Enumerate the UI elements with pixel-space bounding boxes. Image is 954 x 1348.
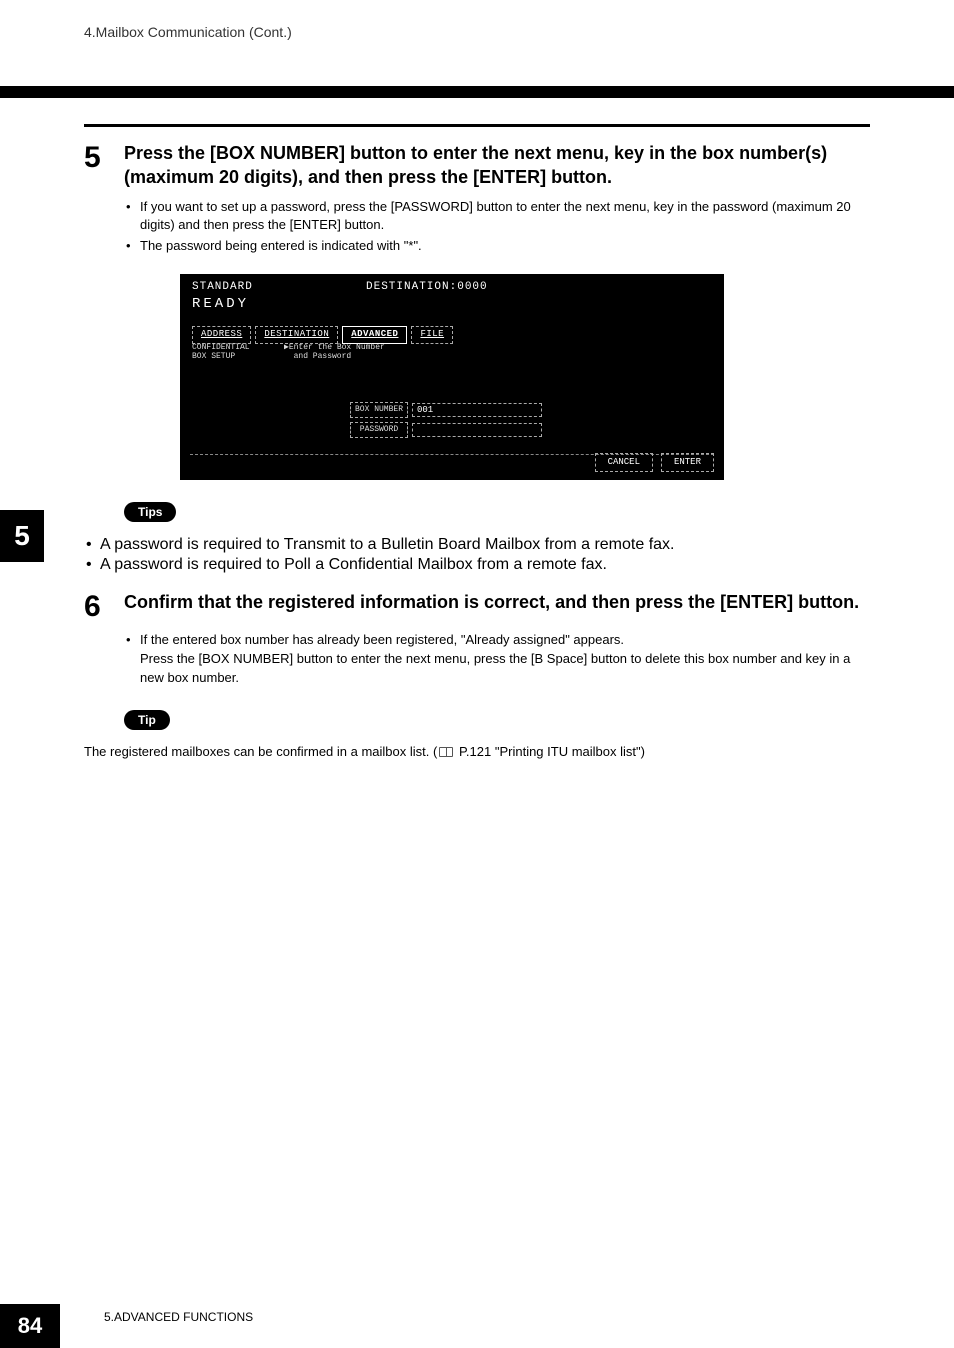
tip-pill: Tip: [124, 710, 170, 730]
footer-section: 5.ADVANCED FUNCTIONS: [104, 1310, 253, 1324]
password-button[interactable]: PASSWORD: [350, 422, 408, 438]
tip-text-before: The registered mailboxes can be confirme…: [84, 744, 437, 759]
tab-file[interactable]: FILE: [411, 326, 453, 344]
tip-block: Tip The registered mailboxes can be conf…: [124, 706, 870, 759]
page-number: 84: [0, 1304, 60, 1348]
bullet-item: If the entered box number has already be…: [124, 631, 870, 688]
tab-destination[interactable]: DESTINATION: [255, 326, 338, 344]
box-number-row: BOX NUMBER 001: [350, 402, 542, 418]
lcd-screen: STANDARD DESTINATION:0000 READY ADDRESS …: [180, 274, 724, 480]
header-divider: [0, 86, 954, 98]
step-number: 5: [84, 141, 124, 190]
tip-text: The registered mailboxes can be confirme…: [84, 744, 870, 759]
tab-address[interactable]: ADDRESS: [192, 326, 251, 344]
chapter-tab: 5: [0, 510, 44, 562]
tip-text-after: P.121 "Printing ITU mailbox list"): [455, 744, 645, 759]
cancel-button[interactable]: CANCEL: [595, 453, 653, 472]
screen-context: CONFIDENTIAL BOX SETUP: [192, 344, 250, 362]
bullet-item: A password is required to Transmit to a …: [84, 536, 870, 554]
step-6-bullets: If the entered box number has already be…: [124, 631, 870, 688]
page-content: 5 Press the [BOX NUMBER] button to enter…: [0, 98, 954, 759]
lcd-screenshot: STANDARD DESTINATION:0000 READY ADDRESS …: [180, 274, 724, 480]
screen-status: READY: [192, 294, 249, 314]
header-breadcrumb: 4.Mailbox Communication (Cont.): [0, 0, 954, 86]
screen-button-row: CANCEL ENTER: [595, 453, 714, 472]
section-rule: [84, 124, 870, 127]
step-6-body: If the entered box number has already be…: [124, 631, 870, 688]
step-title: Press the [BOX NUMBER] button to enter t…: [124, 141, 870, 190]
step-number: 6: [84, 590, 124, 623]
bullet-item: If you want to set up a password, press …: [124, 198, 870, 236]
password-row: PASSWORD: [350, 422, 542, 438]
enter-button[interactable]: ENTER: [661, 453, 714, 472]
tips-pill: Tips: [124, 502, 176, 522]
tips-block: Tips A password is required to Transmit …: [124, 498, 870, 574]
screen-destination: DESTINATION:0000: [366, 280, 488, 296]
tab-advanced[interactable]: ADVANCED: [342, 326, 407, 344]
step-5: 5 Press the [BOX NUMBER] button to enter…: [84, 141, 870, 190]
step-5-body: If you want to set up a password, press …: [124, 198, 870, 481]
password-field[interactable]: [412, 423, 542, 437]
page-footer: 84 5.ADVANCED FUNCTIONS: [0, 1292, 954, 1348]
screen-tabs: ADDRESS DESTINATION ADVANCED FILE: [192, 326, 453, 344]
book-icon: [439, 747, 453, 757]
step-6: 6 Confirm that the registered informatio…: [84, 590, 870, 623]
tips-bullets: A password is required to Transmit to a …: [84, 536, 870, 574]
box-number-field[interactable]: 001: [412, 403, 542, 417]
step-title: Confirm that the registered information …: [124, 590, 859, 623]
step-5-bullets: If you want to set up a password, press …: [124, 198, 870, 257]
box-number-button[interactable]: BOX NUMBER: [350, 402, 408, 418]
screen-prompt: ▶Enter the Box Number and Password: [284, 344, 385, 362]
bullet-item: The password being entered is indicated …: [124, 237, 870, 256]
bullet-item: A password is required to Poll a Confide…: [84, 556, 870, 574]
